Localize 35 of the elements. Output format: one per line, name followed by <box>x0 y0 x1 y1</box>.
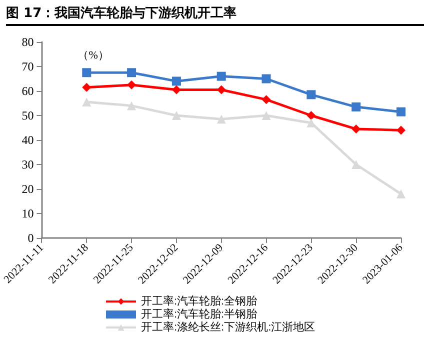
point <box>352 160 361 169</box>
legend-label: 开工率:涤纶长丝:下游织机:江浙地区 <box>141 320 316 334</box>
point <box>172 85 181 94</box>
y-tick-label: 0 <box>28 231 34 245</box>
point <box>82 68 92 78</box>
y-tick-label: 10 <box>22 206 34 220</box>
y-tick-label: 70 <box>22 60 34 74</box>
y-tick-label: 20 <box>22 182 34 196</box>
point <box>306 111 316 120</box>
point <box>216 72 226 81</box>
y-tick-label: 30 <box>22 158 34 172</box>
point <box>306 90 316 100</box>
point <box>396 126 406 135</box>
point <box>216 114 226 124</box>
point <box>396 107 406 116</box>
chart-title: 图 17：我国汽车轮胎与下游织机开工率 <box>6 4 424 26</box>
point <box>82 82 92 92</box>
point <box>127 80 136 90</box>
point <box>262 111 271 120</box>
point <box>127 68 136 78</box>
legend-label: 开工率:汽车轮胎:全钢胎 <box>141 294 258 308</box>
y-axis-title: （%） <box>78 50 109 62</box>
y-tick-label: 50 <box>22 108 34 122</box>
y-tick-label: 60 <box>22 84 34 98</box>
y-tick-label: 80 <box>22 35 34 49</box>
point <box>127 101 136 110</box>
point <box>172 111 181 120</box>
point <box>262 74 271 84</box>
point <box>262 95 271 104</box>
point <box>352 102 361 112</box>
y-tick-label: 40 <box>22 133 34 147</box>
legend-label: 开工率:汽车轮胎:半钢胎 <box>141 308 258 320</box>
point <box>172 76 181 86</box>
point <box>396 189 406 198</box>
point <box>82 98 92 107</box>
